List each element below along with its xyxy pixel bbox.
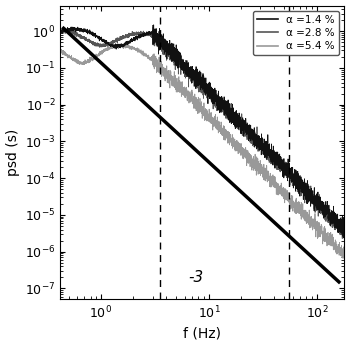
Line: α =5.4 %: α =5.4 % xyxy=(60,44,344,258)
Text: -3: -3 xyxy=(189,270,204,285)
α =5.4 % xyxy=(306,222,310,226)
α =5.4 % xyxy=(342,251,346,255)
α =2.8 % xyxy=(342,227,346,231)
α =1.4 % xyxy=(91,32,95,36)
α =5.4 % xyxy=(341,256,345,260)
α =2.8 % xyxy=(306,189,310,193)
α =1.4 % xyxy=(306,192,310,196)
α =2.8 % xyxy=(58,28,62,32)
α =2.8 % xyxy=(337,221,341,225)
α =5.4 % xyxy=(119,42,123,46)
α =1.4 % xyxy=(337,217,341,221)
Line: α =1.4 %: α =1.4 % xyxy=(60,25,344,238)
Y-axis label: psd (s): psd (s) xyxy=(6,129,20,176)
α =1.4 % xyxy=(107,42,112,46)
α =1.4 % xyxy=(152,23,156,27)
α =1.4 % xyxy=(180,67,184,71)
α =2.8 % xyxy=(340,236,344,240)
α =1.4 % xyxy=(167,49,172,54)
α =5.4 % xyxy=(91,59,95,63)
α =2.8 % xyxy=(167,45,172,49)
α =5.4 % xyxy=(180,86,184,91)
α =5.4 % xyxy=(107,47,112,51)
α =5.4 % xyxy=(337,247,341,251)
Legend: α =1.4 %, α =2.8 %, α =5.4 %: α =1.4 %, α =2.8 %, α =5.4 % xyxy=(253,11,339,55)
α =5.4 % xyxy=(58,49,62,54)
α =1.4 % xyxy=(341,236,345,240)
α =1.4 % xyxy=(58,29,62,33)
α =2.8 % xyxy=(150,24,155,28)
α =2.8 % xyxy=(107,41,112,45)
α =5.4 % xyxy=(167,73,172,77)
α =1.4 % xyxy=(342,221,346,225)
α =2.8 % xyxy=(180,65,184,70)
Line: α =2.8 %: α =2.8 % xyxy=(60,26,344,238)
α =2.8 % xyxy=(91,41,95,45)
X-axis label: f (Hz): f (Hz) xyxy=(183,326,222,340)
